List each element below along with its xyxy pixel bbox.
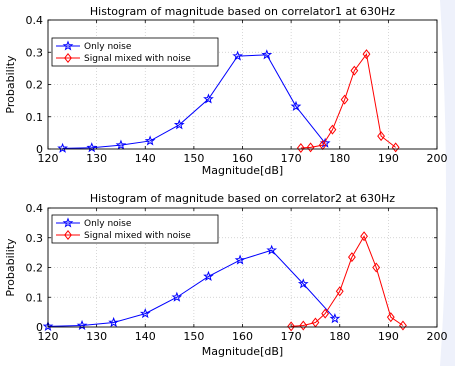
x-tick-label: 180: [329, 330, 350, 343]
data-point: [340, 94, 349, 105]
x-tick-label: 190: [378, 152, 399, 165]
data-point: [203, 93, 214, 104]
legend-label: Only noise: [84, 42, 132, 52]
y-tick-label: 0.3: [26, 46, 44, 59]
x-tick-label: 160: [232, 152, 253, 165]
y-tick-label: 0.1: [26, 111, 44, 124]
x-tick-label: 130: [86, 330, 107, 343]
legend-label: Only noise: [84, 219, 132, 229]
y-axis-label: Probability: [4, 238, 17, 297]
data-point: [386, 312, 395, 323]
x-tick-label: 140: [135, 152, 156, 165]
data-point: [290, 100, 302, 111]
data-point: [347, 252, 356, 263]
data-point: [171, 291, 183, 302]
x-axis-label: Magnitude[dB]: [202, 345, 283, 358]
data-point: [360, 231, 368, 242]
y-tick-label: 0.2: [26, 262, 44, 275]
y-tick-label: 0.4: [26, 202, 44, 215]
data-point: [266, 244, 278, 255]
data-point: [287, 321, 296, 332]
chart-panel-1: 120 130 140 150 160 170 180 190 200 0 0.1 0.2 0.3 0.4…: [4, 5, 448, 177]
data-point: [261, 49, 273, 60]
data-point: [335, 286, 344, 297]
data-point: [86, 142, 98, 153]
y-tick-label: 0: [36, 321, 43, 334]
legend: Only noise Signal mixed with noise: [51, 37, 219, 67]
page-edge-shade: [440, 0, 455, 366]
chart-title: Histogram of magnitude based on correlat…: [90, 192, 395, 205]
chart-title: Histogram of magnitude based on correlat…: [90, 5, 395, 18]
data-point: [329, 313, 341, 324]
y-tick-label: 0: [36, 143, 43, 156]
x-tick-label: 200: [427, 152, 448, 165]
x-tick-label: 200: [427, 330, 448, 343]
legend-label: Signal mixed with noise: [84, 54, 191, 64]
series-line-1: [47, 249, 336, 327]
y-tick-label: 0.1: [26, 291, 44, 304]
data-point: [296, 143, 305, 154]
x-tick-label: 190: [378, 330, 399, 343]
data-point: [350, 65, 359, 76]
legend-marker: [62, 217, 74, 228]
x-tick-label: 160: [232, 330, 253, 343]
data-point: [234, 254, 246, 265]
series-line-2: [300, 52, 396, 149]
data-point: [108, 316, 120, 328]
x-tick-label: 120: [38, 330, 59, 343]
x-tick-label: 120: [38, 152, 59, 165]
series-line-2: [291, 235, 404, 327]
legend-marker: [64, 229, 72, 241]
data-point: [232, 50, 243, 61]
data-point: [297, 278, 309, 289]
legend-marker: [62, 40, 74, 51]
data-point: [139, 307, 151, 319]
data-point: [115, 139, 127, 150]
y-tick-label: 0.2: [26, 79, 44, 92]
legend: Only noise Signal mixed with noise: [51, 214, 219, 244]
data-point: [306, 142, 315, 153]
legend-marker: [64, 52, 72, 64]
data-point: [321, 308, 330, 319]
x-axis-label: Magnitude[dB]: [202, 164, 283, 177]
legend-label: Signal mixed with noise: [84, 231, 191, 241]
data-point: [328, 124, 337, 135]
series-line-1: [62, 54, 326, 149]
data-point: [362, 49, 371, 60]
data-point: [203, 270, 214, 281]
data-point: [173, 119, 185, 130]
x-tick-label: 150: [183, 152, 204, 165]
legend-box: [51, 37, 219, 67]
x-tick-label: 140: [135, 330, 156, 343]
data-point: [399, 320, 407, 331]
data-point: [377, 131, 385, 142]
data-point: [299, 320, 308, 331]
data-point: [391, 142, 400, 153]
y-tick-label: 0.3: [26, 232, 44, 245]
x-tick-label: 150: [183, 330, 204, 343]
axes-box: [47, 207, 438, 328]
data-point: [144, 135, 156, 146]
x-tick-label: 180: [329, 152, 350, 165]
x-tick-label: 170: [281, 152, 302, 165]
data-point: [42, 320, 54, 331]
data-point: [57, 142, 68, 153]
chart-panel-2: 120 130 140 150 160 170 180 190 200 0 0.1 0.2 0.3 0.4…: [4, 192, 448, 358]
x-tick-label: 170: [281, 330, 302, 343]
data-point: [372, 262, 381, 273]
legend-box: [51, 214, 219, 244]
x-tick-label: 130: [86, 152, 107, 165]
axes-box: [47, 19, 438, 150]
y-tick-label: 0.4: [26, 14, 44, 27]
y-axis-label: Probability: [4, 55, 17, 114]
